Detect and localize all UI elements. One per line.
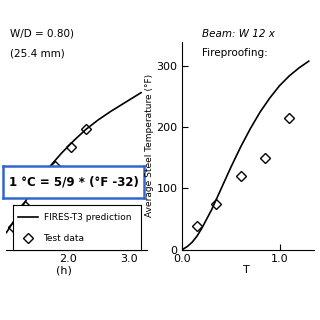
Text: (25.4 mm): (25.4 mm) (10, 48, 64, 58)
Text: W/D = 0.80): W/D = 0.80) (10, 29, 74, 39)
Text: FIRES-T3 prediction: FIRES-T3 prediction (44, 213, 131, 222)
Text: (h): (h) (56, 265, 72, 275)
Y-axis label: Average Steel Temperature (°F): Average Steel Temperature (°F) (145, 74, 154, 217)
Text: Beam: W 12 x: Beam: W 12 x (202, 29, 275, 39)
Text: Fireproofing:: Fireproofing: (202, 48, 267, 58)
Text: Test data: Test data (44, 234, 84, 243)
Text: T: T (243, 265, 250, 275)
Text: 1 °C = 5/9 * (°F -32): 1 °C = 5/9 * (°F -32) (9, 176, 139, 189)
